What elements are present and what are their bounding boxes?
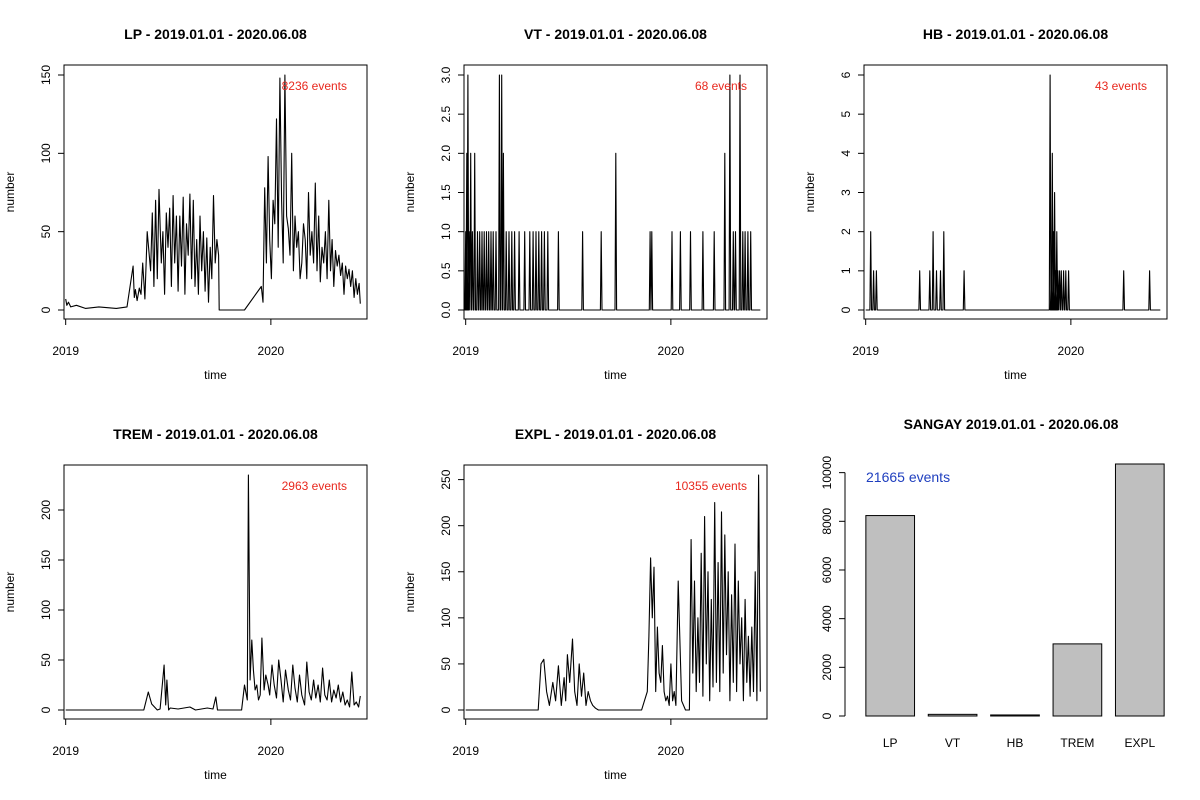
- event-count-annotation: 2963 events: [282, 479, 347, 493]
- panel-2: HB - 2019.01.01 - 2020.06.08 0 1 2 3 4 5 6 2019 2…: [803, 26, 1168, 382]
- x-axis-label: time: [1004, 368, 1027, 382]
- bar-expl: [1114, 463, 1165, 717]
- bar-vt: [927, 713, 978, 717]
- y-tick-label: 1.5: [439, 184, 453, 201]
- panel-title: LP - 2019.01.01 - 2020.06.08: [124, 26, 307, 42]
- series-line: [464, 74, 761, 311]
- category-label: LP: [883, 736, 898, 750]
- y-tick-label: 2.5: [439, 106, 453, 123]
- series-line: [865, 74, 1161, 311]
- x-tick-label: 2020: [258, 344, 285, 358]
- panel-1: VT - 2019.01.01 - 2020.06.08 0.0 0.5 1.0 1.5…: [403, 26, 768, 382]
- plot-frame: [63, 464, 368, 720]
- panel-0: LP - 2019.01.01 - 2020.06.08 0 50 100 150 201…: [3, 26, 368, 382]
- y-tick-label: 200: [439, 515, 453, 535]
- x-tick-label: 2020: [258, 744, 285, 758]
- y-tick-label: 4: [839, 150, 853, 157]
- y-tick-label: 4000: [820, 605, 834, 632]
- panel-title: VT - 2019.01.01 - 2020.06.08: [524, 26, 707, 42]
- y-tick-label: 1.0: [439, 223, 453, 240]
- plot-frame: [863, 64, 1168, 320]
- y-tick-label: 2: [839, 228, 853, 235]
- panel-5: SANGAY 2019.01.01 - 2020.06.08 0 2000 4000 6…: [820, 416, 1165, 750]
- plot-frame: [463, 464, 768, 720]
- bar-hb: [990, 714, 1040, 717]
- y-tick-label: 0: [39, 706, 53, 713]
- y-axis-label: number: [3, 172, 17, 213]
- y-tick-label: 6000: [820, 556, 834, 583]
- y-tick-label: 100: [39, 143, 53, 163]
- event-count-annotation: 43 events: [1095, 79, 1147, 93]
- category-label: EXPL: [1124, 736, 1155, 750]
- y-tick-label: 150: [439, 561, 453, 581]
- bar-lp: [865, 515, 916, 717]
- plot-frame: [63, 64, 368, 320]
- y-axis-label: number: [403, 572, 417, 613]
- y-tick-label: 0: [439, 706, 453, 713]
- y-tick-label: 8000: [820, 508, 834, 535]
- series-line: [65, 74, 361, 311]
- y-tick-label: 6: [839, 71, 853, 78]
- y-tick-label: 0: [820, 712, 834, 719]
- x-tick-label: 2020: [658, 744, 685, 758]
- y-tick-label: 50: [39, 653, 53, 667]
- x-tick-label: 2020: [658, 344, 685, 358]
- y-tick-label: 2.0: [439, 145, 453, 162]
- y-tick-label: 100: [39, 600, 53, 620]
- y-tick-label: 50: [39, 225, 53, 239]
- y-tick-label: 5: [839, 111, 853, 118]
- y-tick-label: 50: [439, 657, 453, 671]
- category-label: TREM: [1060, 736, 1094, 750]
- y-tick-label: 2000: [820, 654, 834, 681]
- category-label: HB: [1007, 736, 1024, 750]
- x-axis-label: time: [204, 768, 227, 782]
- x-tick-label: 2020: [1058, 344, 1085, 358]
- panel-title: TREM - 2019.01.01 - 2020.06.08: [113, 426, 318, 442]
- panel-title: SANGAY 2019.01.01 - 2020.06.08: [904, 416, 1119, 432]
- x-tick-label: 2019: [52, 344, 79, 358]
- panel-4: EXPL - 2019.01.01 - 2020.06.08 0 50 100 150 2…: [403, 426, 768, 782]
- y-tick-label: 3.0: [439, 66, 453, 83]
- category-label: VT: [945, 736, 961, 750]
- y-tick-label: 200: [39, 500, 53, 520]
- y-axis-label: number: [3, 572, 17, 613]
- y-tick-label: 0.0: [439, 301, 453, 318]
- series-line: [65, 474, 361, 711]
- y-tick-label: 3: [839, 189, 853, 196]
- event-count-annotation: 10355 events: [675, 479, 747, 493]
- x-tick-label: 2019: [452, 744, 479, 758]
- bar-trem: [1052, 643, 1103, 717]
- y-tick-label: 0.5: [439, 262, 453, 279]
- panel-3: TREM - 2019.01.01 - 2020.06.08 0 50 100 150 2…: [3, 426, 368, 782]
- y-tick-label: 0: [39, 306, 53, 313]
- total-events-annotation: 21665 events: [866, 469, 950, 485]
- y-tick-label: 250: [439, 469, 453, 489]
- y-tick-label: 10000: [820, 456, 834, 490]
- x-axis-label: time: [604, 768, 627, 782]
- y-tick-label: 1: [839, 267, 853, 274]
- x-axis-label: time: [604, 368, 627, 382]
- x-tick-label: 2019: [852, 344, 879, 358]
- y-tick-label: 150: [39, 550, 53, 570]
- series-line: [465, 474, 761, 711]
- panel-title: EXPL - 2019.01.01 - 2020.06.08: [515, 426, 717, 442]
- x-tick-label: 2019: [52, 744, 79, 758]
- y-tick-label: 0: [839, 306, 853, 313]
- y-tick-label: 150: [39, 65, 53, 85]
- y-axis-label: number: [803, 172, 817, 213]
- event-count-annotation: 68 events: [695, 79, 747, 93]
- y-axis-label: number: [403, 172, 417, 213]
- panel-title: HB - 2019.01.01 - 2020.06.08: [923, 26, 1108, 42]
- x-axis-label: time: [204, 368, 227, 382]
- x-tick-label: 2019: [452, 344, 479, 358]
- event-count-annotation: 8236 events: [282, 79, 347, 93]
- y-tick-label: 100: [439, 608, 453, 628]
